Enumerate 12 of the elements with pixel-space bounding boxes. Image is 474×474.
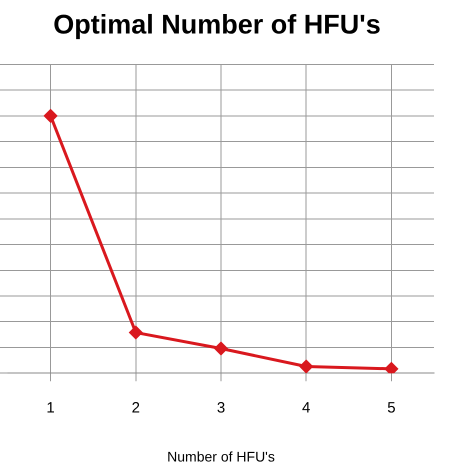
x-axis-title: Number of HFU's (167, 448, 275, 464)
x-tick-label: 2 (132, 399, 140, 416)
x-tick-label: 5 (387, 399, 396, 416)
x-tick-label: 4 (302, 399, 310, 416)
point (384, 362, 398, 374)
point (300, 360, 313, 374)
point (129, 326, 142, 340)
point (214, 342, 228, 355)
point (44, 109, 58, 122)
chart-title: Optimal Number of HFU's (53, 10, 381, 40)
x-tick-label: 3 (216, 399, 226, 416)
x-tick-label: 1 (46, 399, 55, 416)
